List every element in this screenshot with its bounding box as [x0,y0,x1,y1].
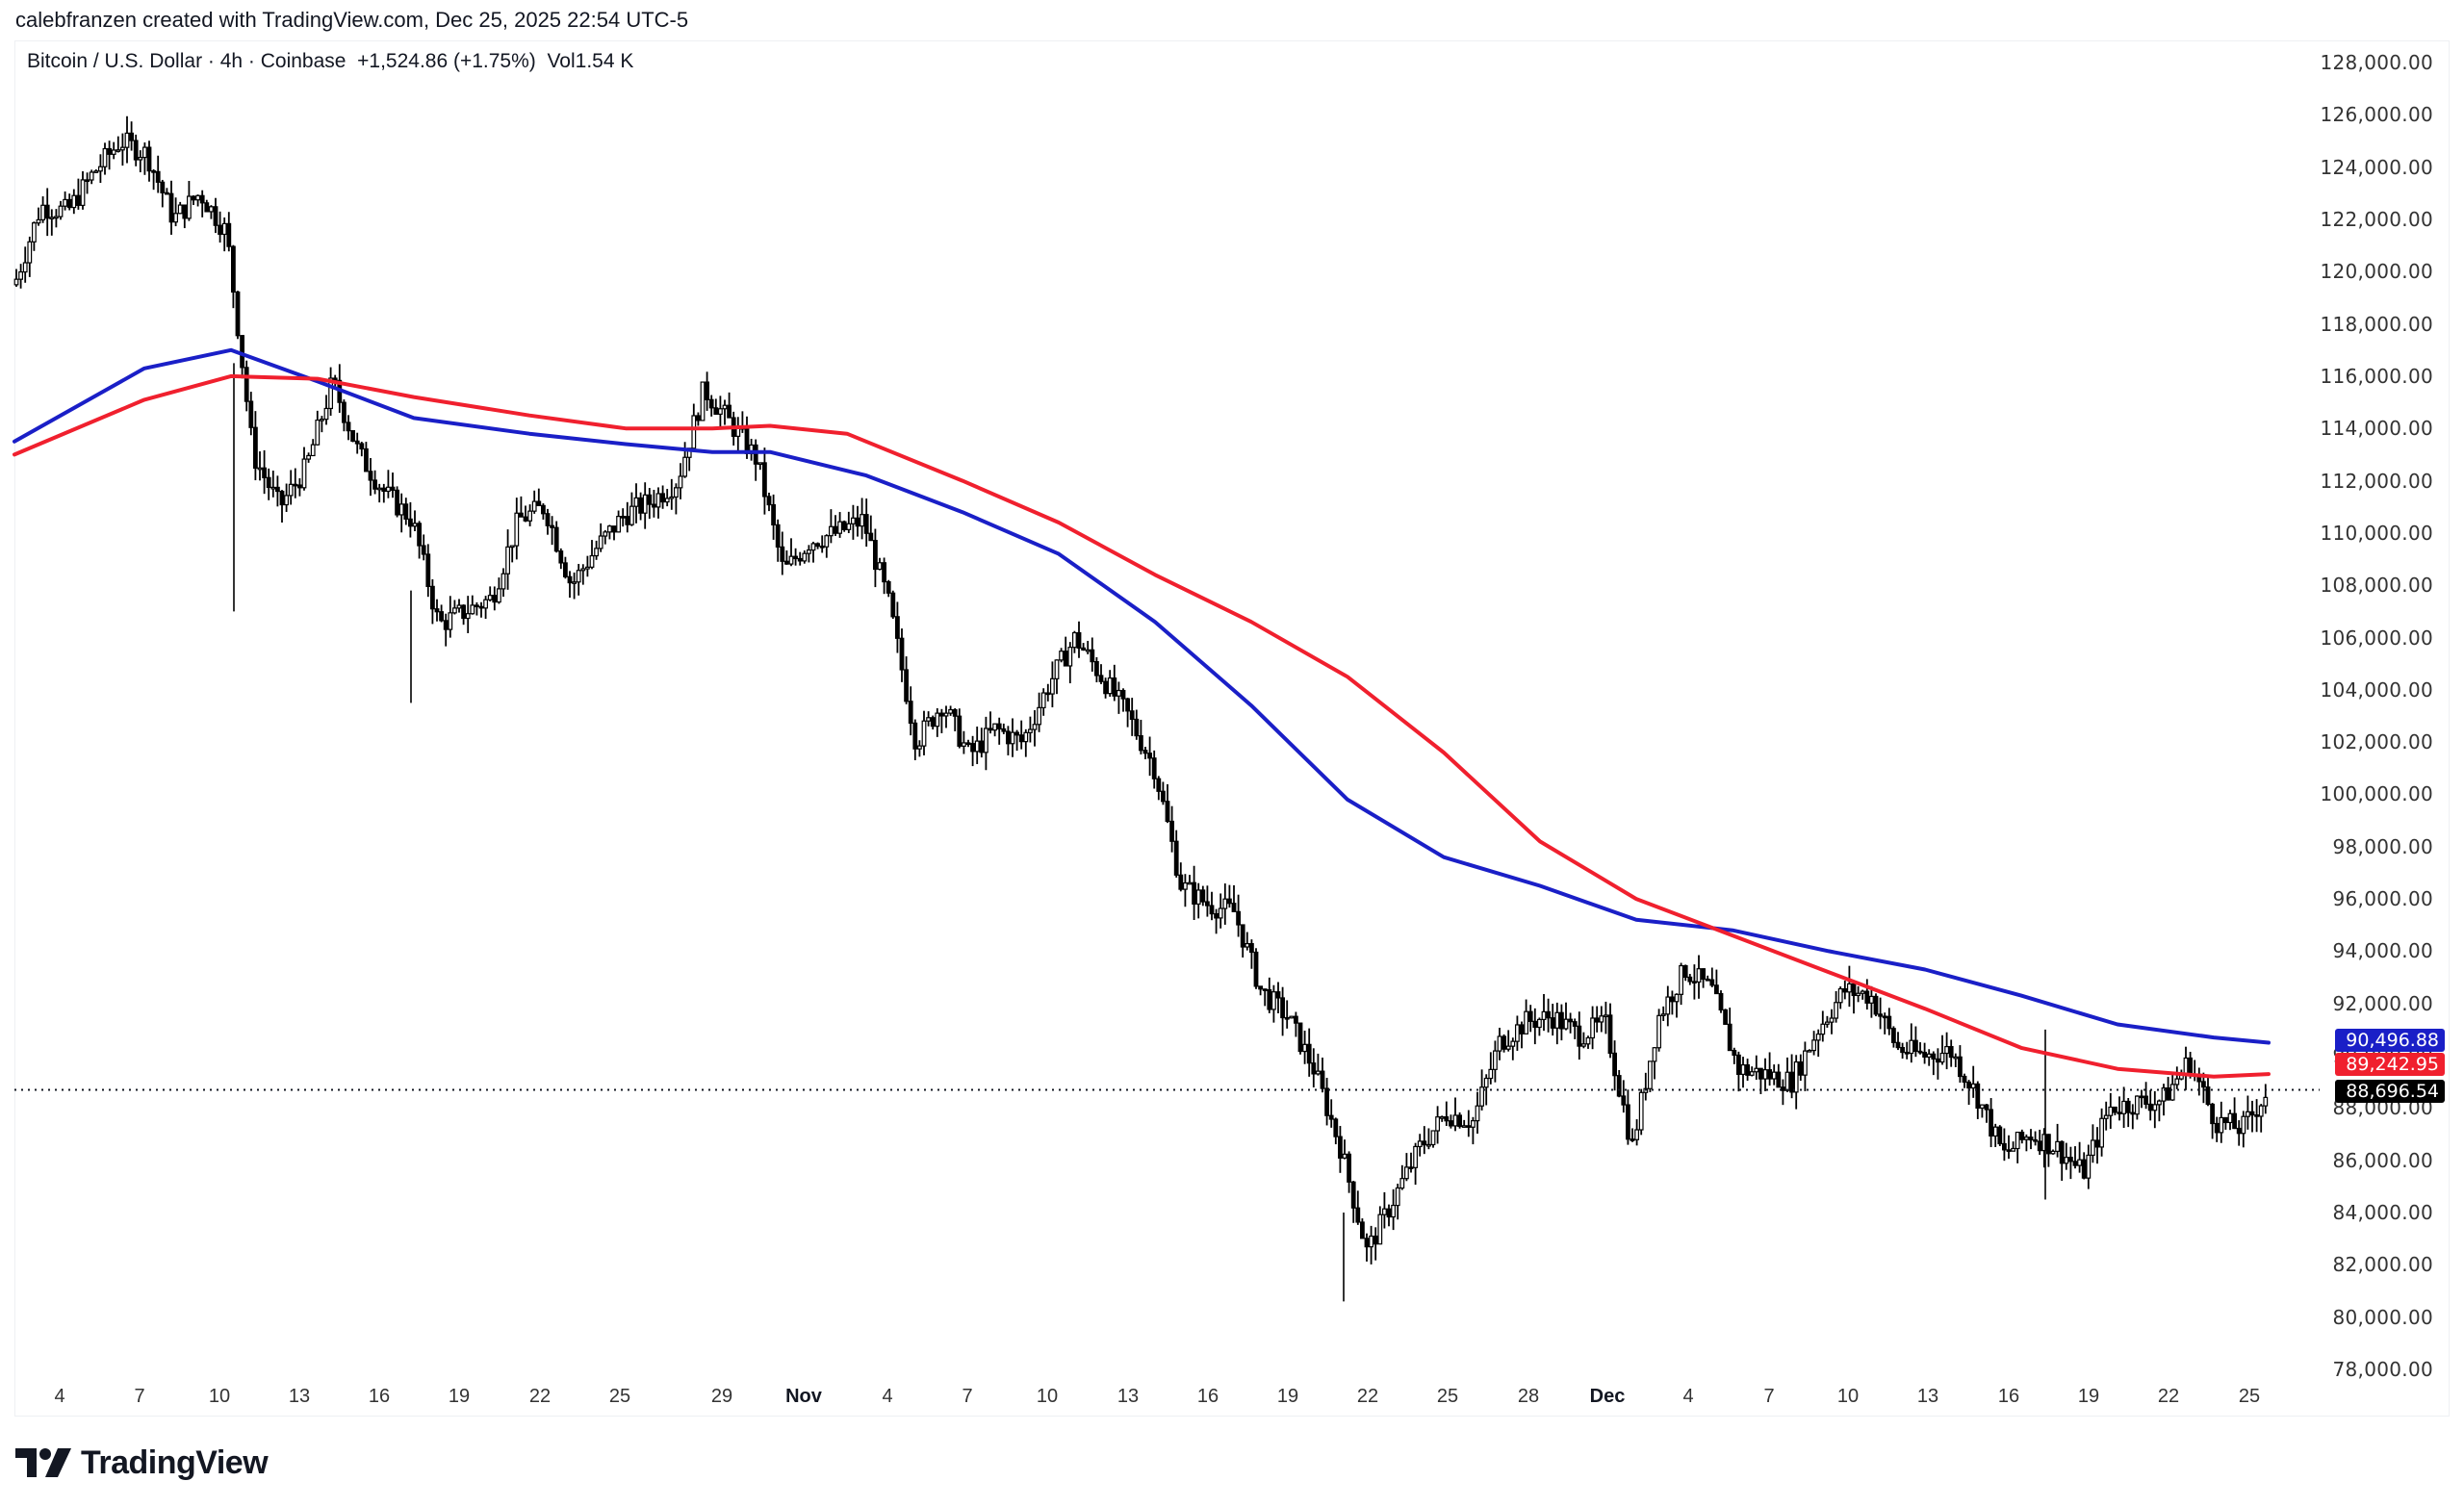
time-axis-label: 10 [208,1386,231,1407]
time-axis-label: 10 [1836,1386,1860,1407]
candlestick-series [13,115,2269,1302]
volume: Vol1.54 K [547,50,634,72]
ma-blue-line [13,347,2271,1045]
price-axis-label: 94,000.00 [2332,939,2433,963]
time-axis-label: 16 [1997,1386,2020,1407]
ma-red-line [13,373,2271,1079]
price-axis-label: 114,000.00 [2320,417,2433,441]
price-axis-label: 118,000.00 [2320,312,2433,336]
time-axis-label: 4 [54,1386,65,1407]
symbol-legend[interactable]: Bitcoin / U.S. Dollar · 4h · Coinbase +1… [27,50,633,73]
price-axis-label: 112,000.00 [2320,469,2433,493]
price-axis-label: 120,000.00 [2320,260,2433,284]
time-axis-label: 25 [608,1386,631,1407]
time-axis-label: 19 [2077,1386,2100,1407]
price-axis-label: 110,000.00 [2320,521,2433,545]
time-axis-label: 28 [1517,1386,1540,1407]
price-axis-label: 100,000.00 [2320,782,2433,806]
price-axis-label: 122,000.00 [2320,207,2433,231]
time-axis-label: 19 [1276,1386,1299,1407]
price-axis-label: 82,000.00 [2332,1253,2433,1277]
ma-blue-price-tag: 90,496.88 [2335,1029,2445,1052]
price-axis-label: 126,000.00 [2320,103,2433,127]
time-axis-label: Dec [1589,1386,1626,1407]
time-axis-label: 7 [1763,1386,1775,1407]
time-axis-label: 10 [1036,1386,1059,1407]
ma-red-price-tag: 89,242.95 [2335,1053,2445,1076]
tradingview-logo[interactable]: TradingView [15,1443,269,1482]
tradingview-logo-text: TradingView [81,1443,269,1481]
time-axis-label: 13 [288,1386,311,1407]
time-axis-label: 13 [1116,1386,1140,1407]
chart-pane[interactable] [14,40,2450,1417]
time-axis-label: 22 [1356,1386,1379,1407]
last-price-tag: 88,696.54 [2335,1080,2445,1103]
price-axis-label: 86,000.00 [2332,1148,2433,1172]
time-axis-label: 22 [528,1386,552,1407]
time-axis-label: 25 [1436,1386,1459,1407]
price-axis-label: 84,000.00 [2332,1201,2433,1225]
time-axis-label: 25 [2238,1386,2261,1407]
price-axis-label: 80,000.00 [2332,1305,2433,1329]
price-axis-label: 92,000.00 [2332,991,2433,1015]
chart-attribution: calebfranzen created with TradingView.co… [15,8,689,32]
price-axis-label: 128,000.00 [2320,51,2433,74]
tradingview-logo-icon [15,1448,71,1477]
time-axis-label: 4 [1682,1386,1694,1407]
symbol-title: Bitcoin / U.S. Dollar · 4h · Coinbase [27,50,346,72]
time-axis-label: 7 [962,1386,973,1407]
time-axis-label: 29 [710,1386,733,1407]
time-axis-label: 7 [134,1386,145,1407]
price-axis-label: 104,000.00 [2320,677,2433,702]
time-axis-label: 19 [448,1386,471,1407]
price-axis-label: 78,000.00 [2332,1358,2433,1381]
price-axis-label: 108,000.00 [2320,574,2433,598]
price-axis-label: 116,000.00 [2320,364,2433,388]
price-axis-label: 124,000.00 [2320,155,2433,179]
price-axis-label: 96,000.00 [2332,887,2433,911]
time-axis-label: 4 [882,1386,893,1407]
time-axis-label: 13 [1916,1386,1939,1407]
time-axis-label: 22 [2157,1386,2180,1407]
time-axis-label: Nov [785,1386,822,1407]
price-axis-label: 98,000.00 [2332,834,2433,858]
price-change: +1,524.86 (+1.75%) [357,50,536,72]
time-axis-label: 16 [1196,1386,1219,1407]
time-axis-label: 16 [368,1386,391,1407]
price-axis-label: 106,000.00 [2320,626,2433,650]
price-axis-label: 102,000.00 [2320,730,2433,754]
